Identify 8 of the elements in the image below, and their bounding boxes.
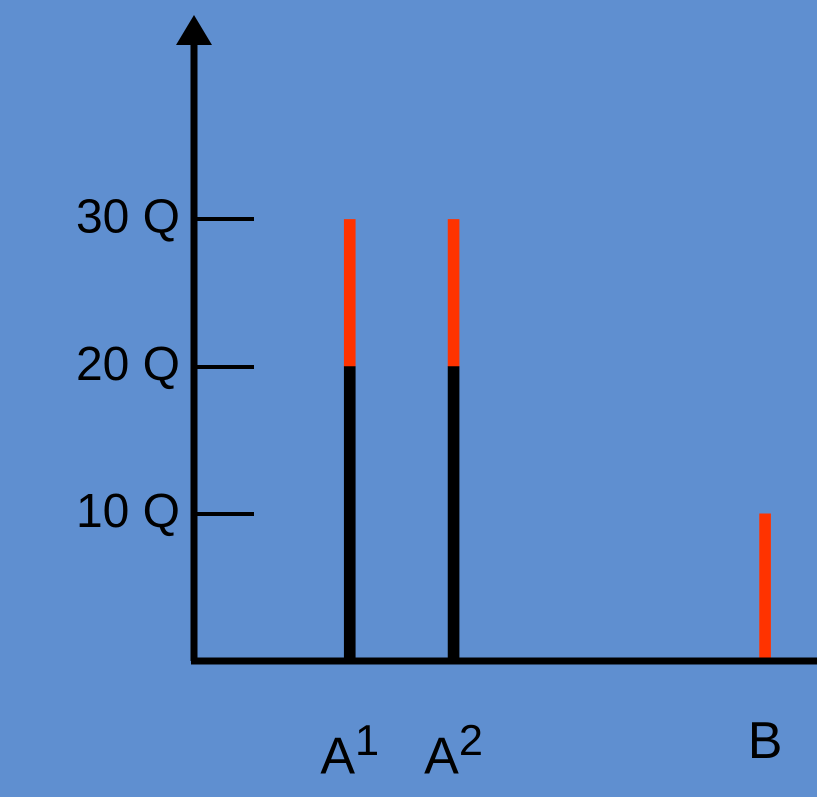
x-tick-label: B bbox=[746, 711, 784, 771]
x-tick-label: A$^{1}$ bbox=[320, 717, 380, 786]
y-tick-label: 30 Q bbox=[76, 190, 180, 244]
bar bbox=[448, 219, 460, 367]
bar bbox=[344, 219, 356, 367]
y-tick-label: 20 Q bbox=[76, 338, 180, 391]
x-tick-label: A$^{2}$ bbox=[424, 717, 483, 786]
y-tick-label: 10 Q bbox=[76, 485, 180, 538]
